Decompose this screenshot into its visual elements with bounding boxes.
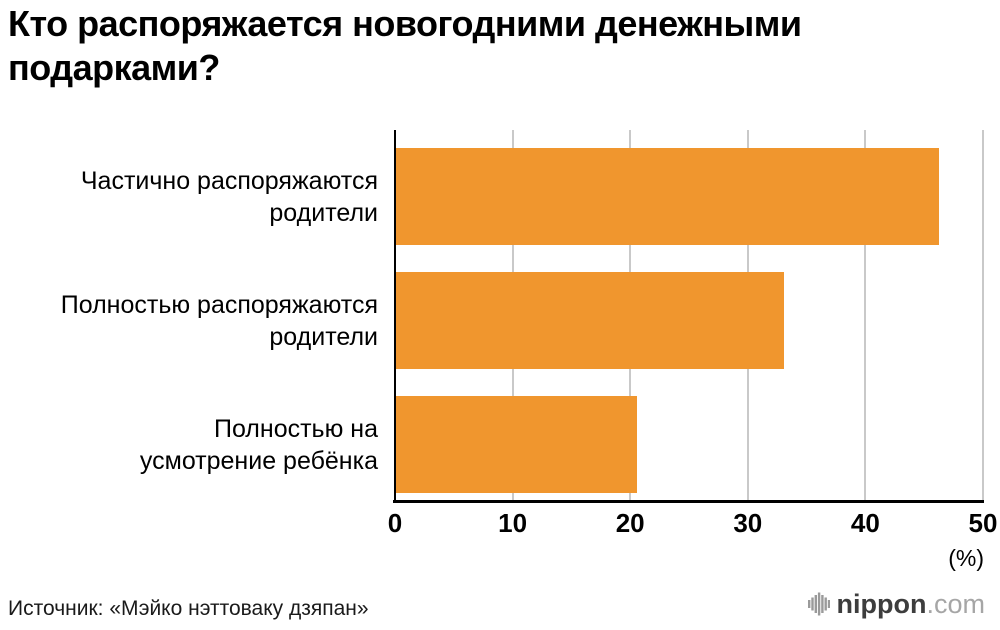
gridline	[864, 130, 867, 502]
bar	[396, 396, 638, 493]
nippon-logo-icon	[807, 590, 830, 618]
category-labels: Частично распоряжаются родители Полностью …	[0, 130, 378, 502]
category-label: Полностью распоряжаются родители	[60, 290, 378, 351]
bar	[396, 272, 785, 369]
gridline	[982, 130, 984, 502]
x-axis-ticks: 0 10 20 30 40 50	[0, 508, 1000, 542]
x-tick-label: 10	[498, 508, 528, 538]
nippon-logo-suffix: .com	[926, 588, 985, 619]
category-label: Полностью на усмотрение ребёнка	[139, 414, 378, 475]
x-tick-label: 20	[615, 508, 645, 538]
bar	[396, 148, 940, 245]
x-tick-label: 40	[850, 508, 880, 538]
chart-title: Кто распоряжается новогодними денежными …	[8, 3, 802, 88]
y-axis-line	[394, 130, 396, 502]
bar-chart: Частично распоряжаются родители Полностью …	[0, 130, 1000, 503]
x-tick-label: 30	[733, 508, 763, 538]
bar-series	[396, 130, 984, 502]
x-axis-line	[393, 500, 984, 503]
x-tick-label: 50	[968, 508, 998, 538]
nippon-logo-text: nippon.com	[836, 588, 985, 619]
category-label: Частично распоряжаются родители	[80, 166, 378, 227]
nippon-logo-name: nippon	[836, 588, 927, 619]
source-text: Источник: «Мэйко нэттоваку дзяпан»	[8, 597, 369, 620]
x-axis-unit-label: (%)	[948, 545, 984, 571]
x-tick-label: 0	[387, 508, 403, 538]
nippon-logo: nippon.com	[807, 588, 985, 619]
